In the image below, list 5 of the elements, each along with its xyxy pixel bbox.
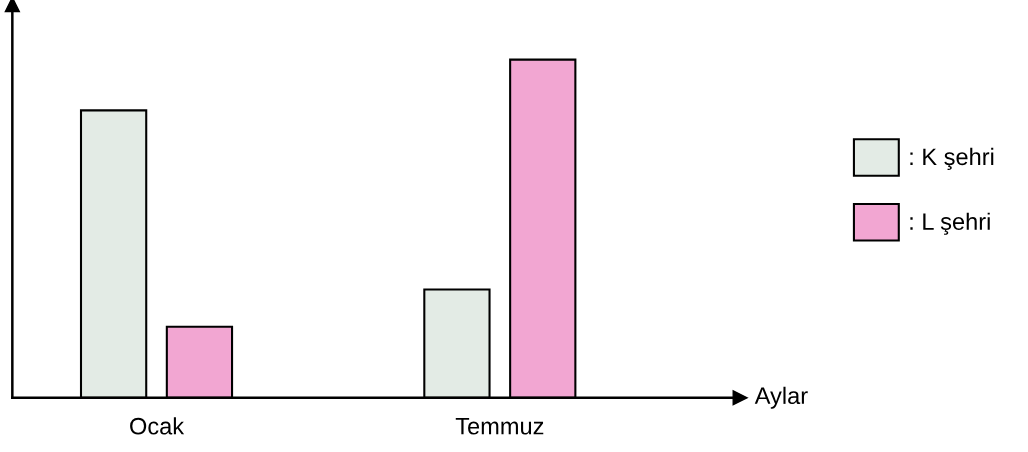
- x-axis-title: Aylar: [754, 386, 808, 409]
- x-tick-label: Temmuz: [455, 418, 544, 435]
- x-tick-label: Ocak: [130, 417, 185, 435]
- legend-label: : L şehri: [910, 212, 990, 235]
- legend-label: : K şehri: [910, 147, 994, 170]
